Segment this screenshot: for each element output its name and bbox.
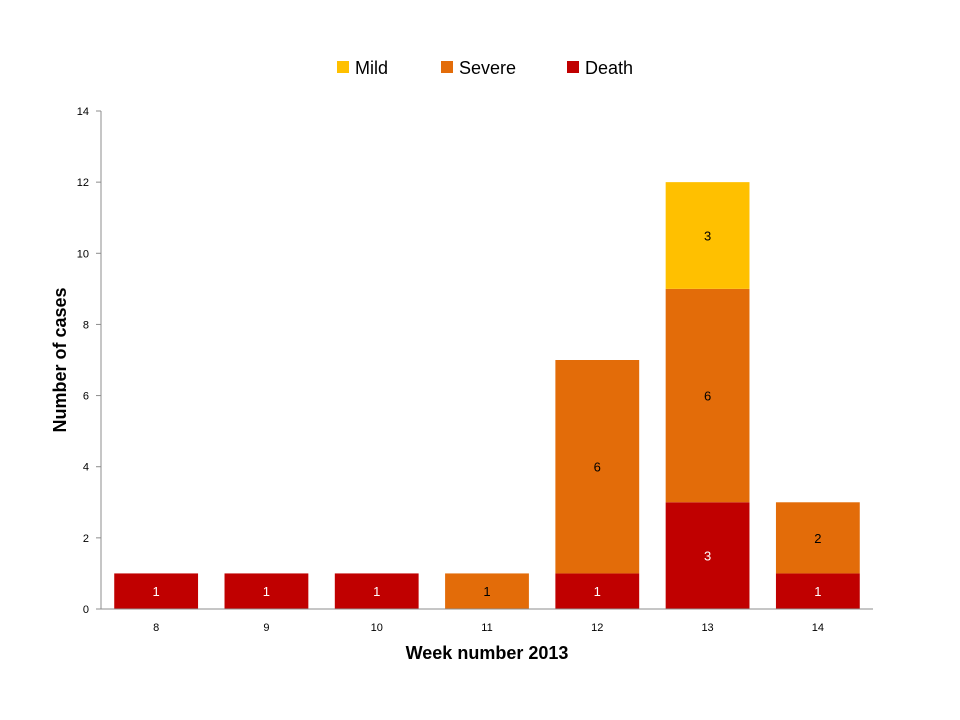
y-tick-label: 6	[83, 391, 89, 403]
x-tick-label: 11	[481, 622, 492, 634]
data-label: 3	[704, 549, 711, 564]
bar-segment-severe	[445, 573, 529, 609]
bar-segment-mild	[665, 182, 750, 289]
bar-segment-death	[665, 502, 750, 609]
bars	[114, 182, 860, 609]
legend-label-severe: Severe	[459, 58, 516, 78]
bar-segment-death	[555, 573, 640, 609]
bar-segment-death	[775, 573, 860, 609]
data-label: 1	[153, 584, 160, 599]
bar-segment-severe	[555, 360, 640, 574]
x-tick-label: 14	[812, 622, 824, 634]
legend-label-death: Death	[585, 58, 633, 78]
legend-swatch-mild	[337, 61, 349, 73]
y-axis-ticks: 0 2 4 6 8 10 12 14	[77, 106, 101, 616]
y-tick-label: 2	[83, 533, 89, 545]
bar-segment-severe	[775, 502, 860, 574]
x-tick-label: 8	[153, 622, 159, 634]
x-tick-label: 12	[591, 622, 603, 634]
bar-segment-death	[334, 573, 419, 609]
data-label: 1	[263, 584, 270, 599]
legend-label-mild: Mild	[355, 58, 388, 78]
y-tick-label: 4	[83, 462, 89, 474]
y-tick-label: 10	[77, 248, 89, 260]
legend: Mild Severe Death	[337, 58, 633, 78]
bar-segment-death	[224, 573, 309, 609]
y-axis-title: Number of cases	[50, 287, 70, 432]
data-label: 1	[594, 584, 601, 599]
data-labels: 1 1 1 1 1 6 3 6 3 1 2	[153, 229, 822, 600]
x-axis-title: Week number 2013	[406, 643, 569, 663]
data-label: 1	[483, 584, 490, 599]
y-tick-label: 14	[77, 106, 89, 118]
bar-segment-death	[114, 573, 199, 609]
legend-swatch-severe	[441, 61, 453, 73]
x-axis-ticks: 8 9 10 11 12 13 14	[153, 622, 824, 634]
data-label: 6	[594, 460, 601, 475]
y-tick-label: 12	[77, 177, 89, 189]
x-tick-label: 13	[701, 622, 713, 634]
x-tick-label: 9	[263, 622, 269, 634]
data-label: 2	[814, 531, 821, 546]
data-label: 3	[704, 229, 711, 244]
x-tick-label: 10	[371, 622, 383, 634]
data-label: 6	[704, 389, 711, 404]
y-tick-label: 0	[83, 604, 89, 616]
y-tick-label: 8	[83, 319, 89, 331]
data-label: 1	[373, 584, 380, 599]
legend-swatch-death	[567, 61, 579, 73]
data-label: 1	[814, 584, 821, 599]
bar-segment-severe	[665, 288, 750, 503]
